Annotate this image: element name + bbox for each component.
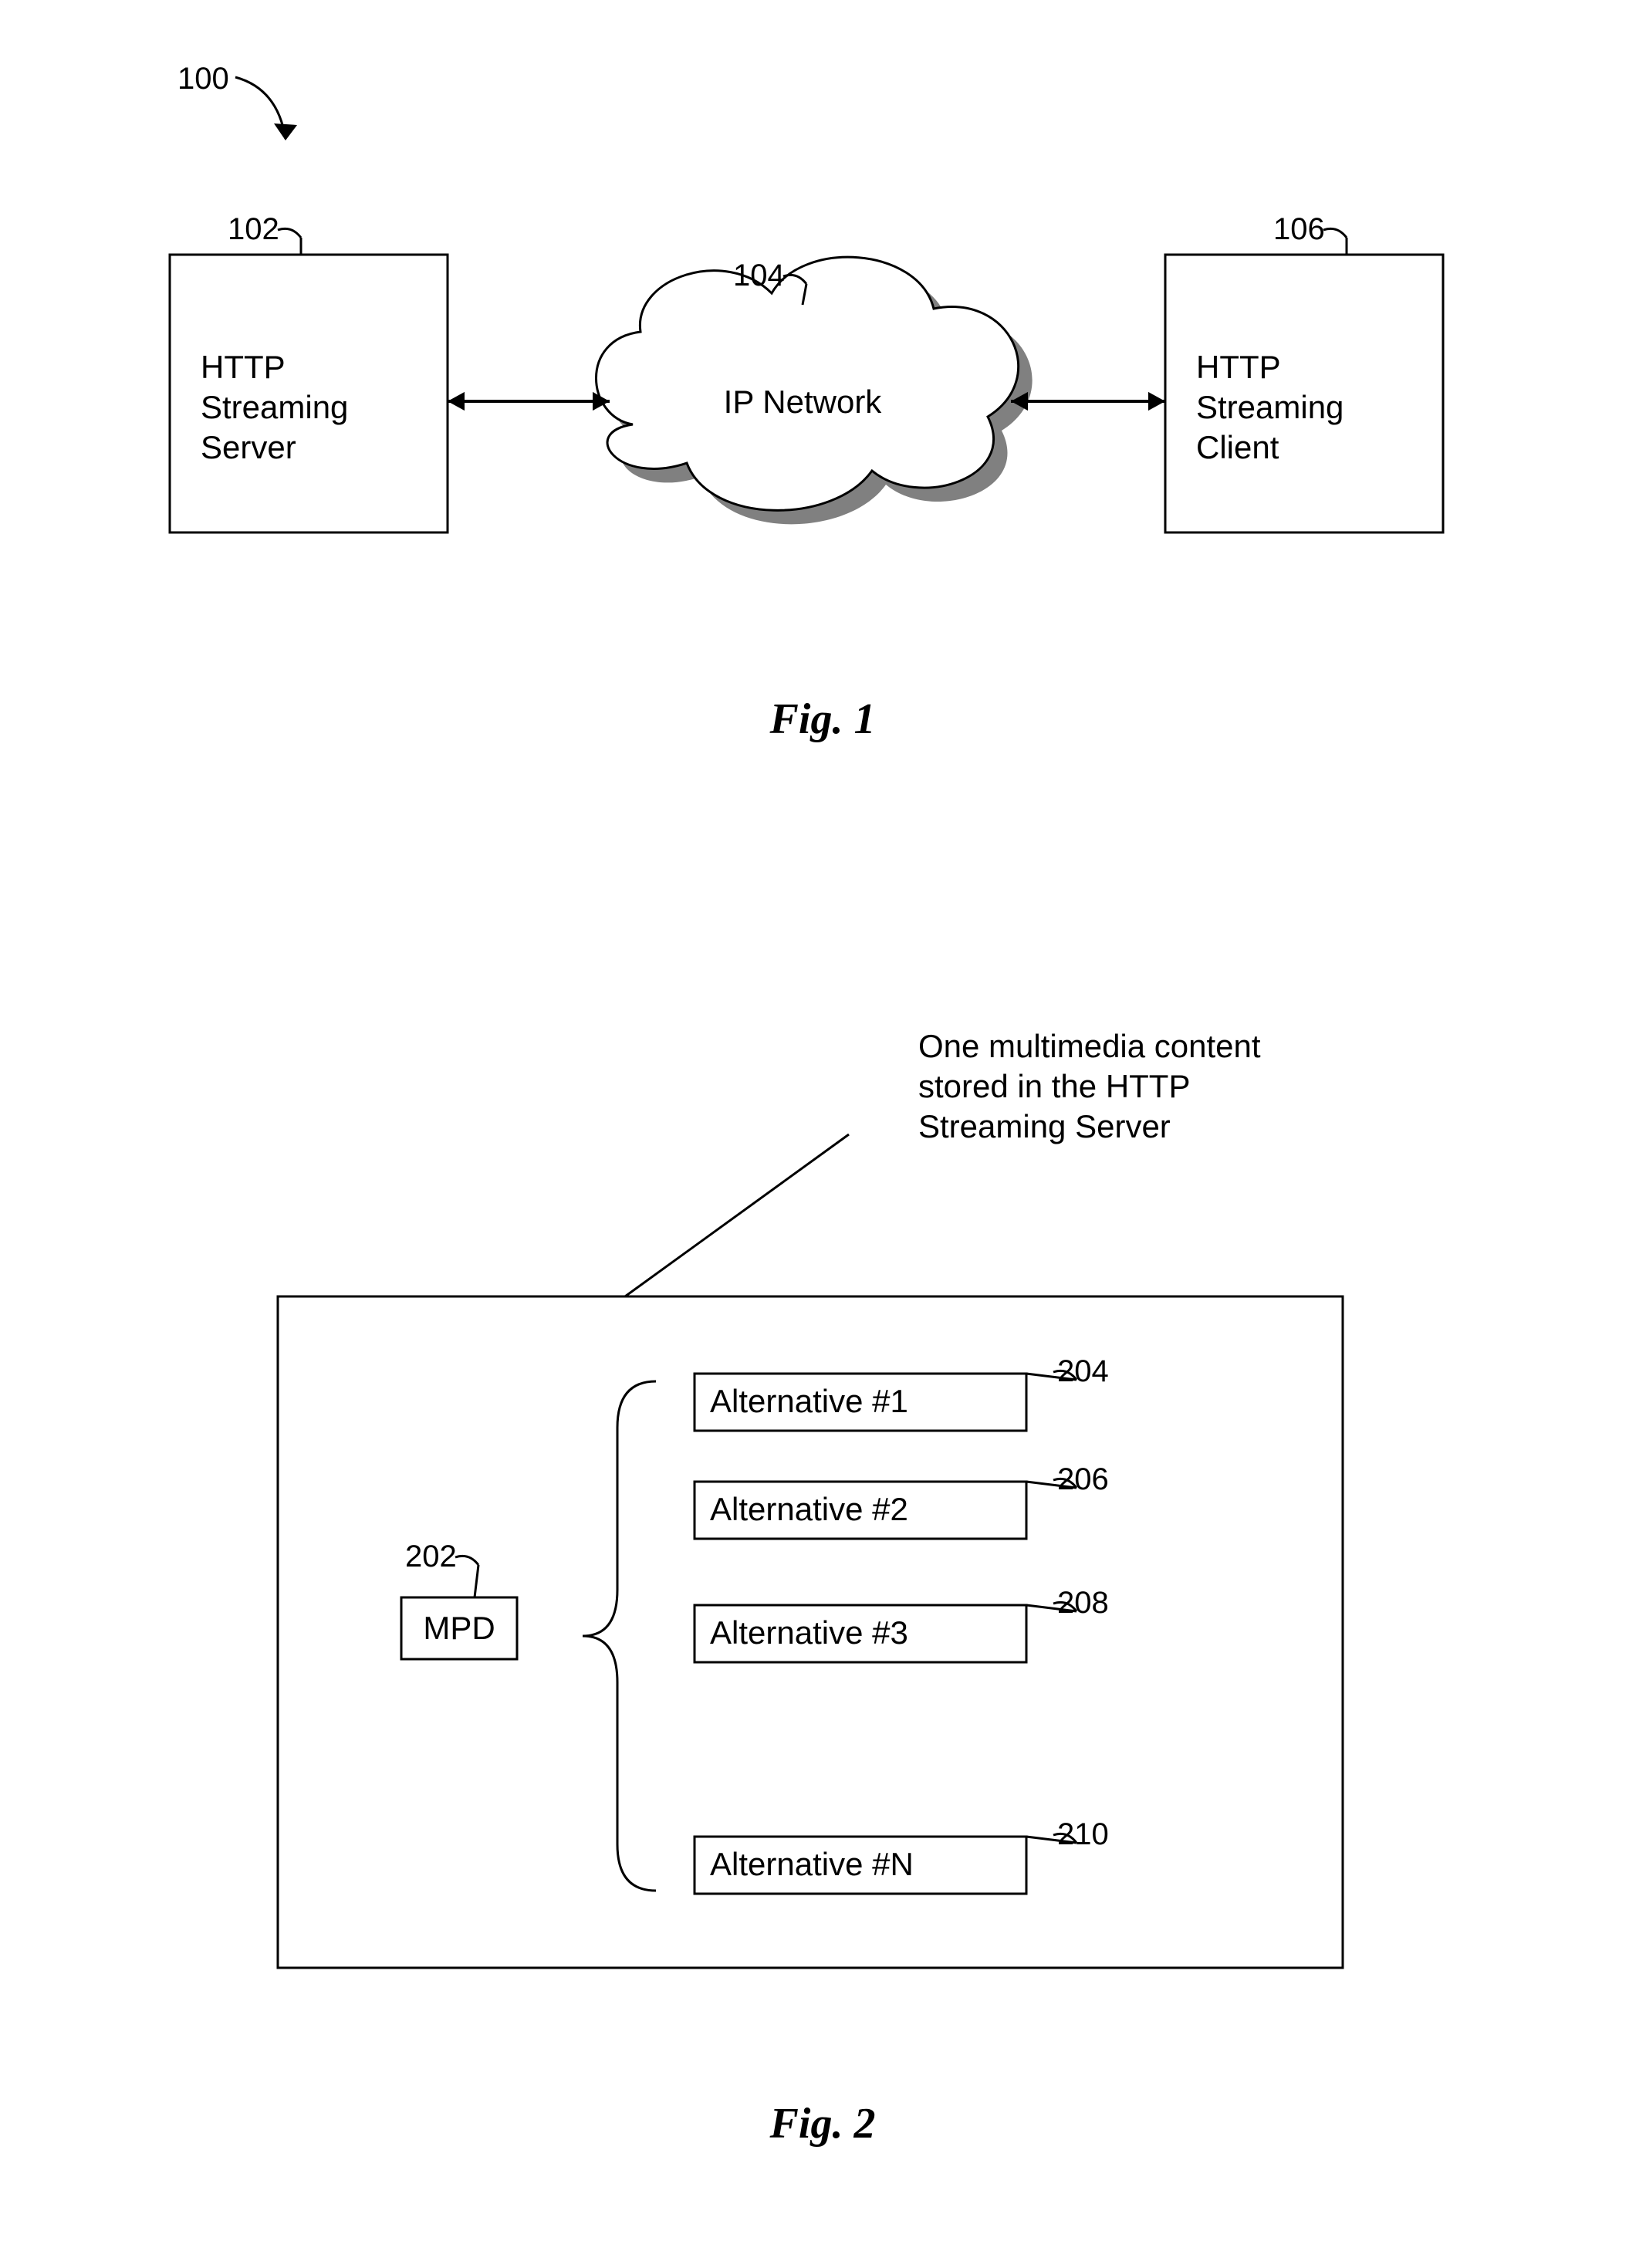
patent-figures: 100 HTTP Streaming Server 102 HTTP Streaming Cl… (0, 0, 1646, 2268)
svg-text:HTTP: HTTP (201, 349, 286, 385)
svg-text:Streaming: Streaming (201, 389, 348, 425)
svg-text:Fig. 2: Fig. 2 (769, 2100, 876, 2148)
svg-text:Alternative #N: Alternative #N (710, 1846, 914, 1882)
svg-text:Alternative #1: Alternative #1 (710, 1383, 908, 1419)
svg-text:106: 106 (1273, 212, 1325, 246)
svg-text:104: 104 (733, 259, 785, 292)
svg-text:Client: Client (1196, 429, 1279, 465)
svg-text:stored in the HTTP: stored in the HTTP (918, 1068, 1190, 1104)
svg-text:Alternative #3: Alternative #3 (710, 1614, 908, 1651)
svg-text:202: 202 (405, 1540, 457, 1573)
svg-text:One multimedia content: One multimedia content (918, 1028, 1261, 1064)
svg-text:Alternative #2: Alternative #2 (710, 1491, 908, 1527)
svg-text:IP Network: IP Network (724, 384, 883, 420)
svg-text:102: 102 (228, 212, 279, 246)
svg-text:HTTP: HTTP (1196, 349, 1281, 385)
svg-text:MPD: MPD (423, 1610, 495, 1646)
svg-text:Fig. 1: Fig. 1 (769, 695, 876, 743)
svg-text:Server: Server (201, 429, 296, 465)
svg-text:100: 100 (177, 62, 229, 96)
svg-text:Streaming Server: Streaming Server (918, 1108, 1171, 1144)
svg-text:Streaming: Streaming (1196, 389, 1344, 425)
